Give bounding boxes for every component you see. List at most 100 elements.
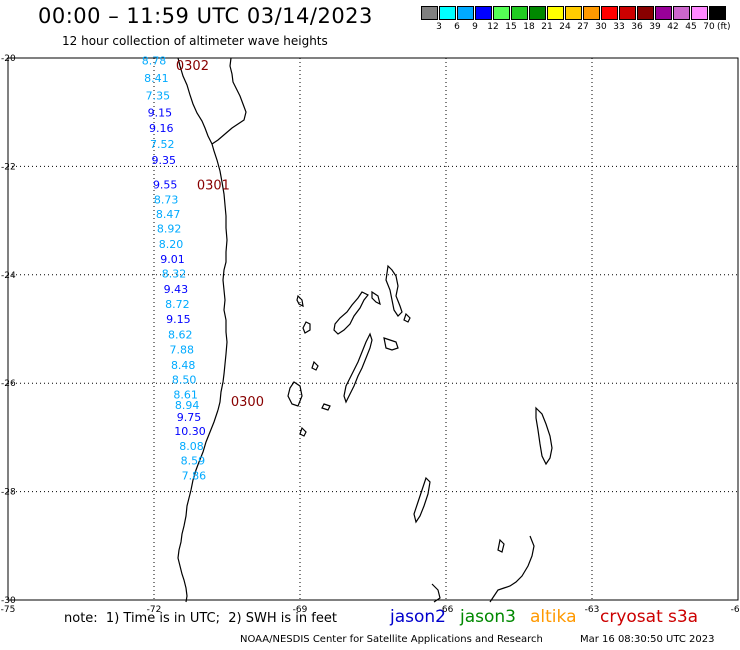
longitude-label: -75: [1, 605, 16, 615]
wave-height-value: 7.35: [146, 89, 171, 102]
wave-height-value: 9.16: [149, 122, 174, 135]
coastline: [177, 57, 553, 603]
wave-height-value: 8.72: [165, 298, 190, 311]
legend-swatch: [655, 6, 672, 20]
legend-label: 30: [595, 22, 607, 32]
salar-14: [413, 476, 431, 524]
legend-swatch: [673, 6, 690, 20]
legend-swatch: [637, 6, 654, 20]
legend-swatch: [709, 6, 726, 20]
wave-height-value: 9.01: [160, 253, 185, 266]
legend-label: 70: [703, 22, 715, 32]
wave-height-value: 9.75: [177, 411, 202, 424]
wave-height-value: 8.48: [171, 359, 196, 372]
legend-label: 9: [472, 22, 478, 32]
legend-swatch: [583, 6, 600, 20]
legend-swatch: [565, 6, 582, 20]
map-title: 00:00 – 11:59 UTC 03/14/2023: [38, 4, 373, 28]
satellite-name: s3a: [668, 607, 699, 627]
map-frame: [7, 57, 739, 601]
legend-label: 36: [631, 22, 643, 32]
longitude-label: -66: [439, 605, 454, 615]
pass-time-label: 0302: [176, 59, 209, 74]
wave-height-value: 8.32: [162, 268, 187, 281]
legend-swatch: [547, 6, 564, 20]
latitude-label: -30: [1, 596, 16, 606]
salar-4: [371, 290, 381, 306]
satellite-name: altika: [530, 607, 577, 627]
salar-1: [296, 294, 304, 308]
wave-height-value: 8.73: [154, 193, 179, 206]
wave-height-value: 7.86: [182, 469, 207, 482]
legend-swatch: [619, 6, 636, 20]
satellite-name: cryosat: [600, 607, 663, 627]
legend-swatch: [601, 6, 618, 20]
generated-timestamp: Mar 16 08:30:50 UTC 2023: [580, 634, 715, 645]
salar-7: [383, 337, 399, 351]
chile-coastline-south: [177, 409, 219, 603]
chile-inland-coast-upper: [211, 57, 247, 145]
longitude-label: -63: [585, 605, 600, 615]
wave-height-value: 9.15: [148, 107, 173, 120]
wave-height-observations: 8.78 8.41 7.35 9.15 9.16 7.52 9.35 9.55 8.73 8.47…: [142, 55, 206, 483]
wave-height-value: 7.88: [169, 344, 194, 357]
wave-height-value: 8.20: [159, 238, 184, 251]
legend-swatch: [457, 6, 474, 20]
salar-6: [343, 332, 373, 404]
wave-height-value: 8.50: [172, 373, 197, 386]
salar-8: [403, 312, 411, 323]
pass-time-label: 0300: [231, 395, 264, 410]
legend-swatch: [421, 6, 438, 20]
wave-height-value: 8.59: [181, 455, 206, 468]
credit-line: NOAA/NESDIS Center for Satellite Applica…: [240, 634, 543, 645]
legend-swatch: [691, 6, 708, 20]
longitude-label: -72: [147, 605, 162, 615]
wave-height-value: 9.15: [166, 313, 191, 326]
axis-labels: -20 -22 -24 -26 -28 -30-75 -72 -69 -66 -63 -60: [1, 54, 740, 615]
legend-label: 39: [649, 22, 661, 32]
salar-9: [311, 360, 319, 371]
latitude-label: -22: [1, 162, 16, 172]
latitude-label: -20: [1, 54, 16, 64]
salar-13: [535, 406, 553, 466]
legend-label: 3: [436, 22, 442, 32]
legend-label: 18: [523, 22, 535, 32]
wave-height-value: 8.08: [179, 440, 204, 453]
legend-label: 33: [613, 22, 625, 32]
wave-height-value: 8.47: [156, 208, 181, 221]
legend-label: 24: [559, 22, 571, 32]
legend-swatch: [493, 6, 510, 20]
legend-swatch: [475, 6, 492, 20]
legend-label: 6: [454, 22, 460, 32]
wave-height-value: 7.52: [150, 138, 175, 151]
legend-label: 15: [505, 22, 517, 32]
wave-height-value: 10.30: [174, 425, 206, 438]
latitude-label: -24: [1, 271, 16, 281]
salar-17: [431, 583, 441, 603]
salar-5: [385, 264, 403, 317]
map-subtitle: 12 hour collection of altimeter wave hei…: [62, 34, 328, 48]
legend-label: 45: [685, 22, 697, 32]
legend-swatch: [511, 6, 528, 20]
satellite-name: jason3: [460, 607, 516, 627]
salar-2: [302, 321, 311, 334]
pass-time-label: 0301: [197, 178, 230, 193]
salar-16: [489, 535, 535, 603]
salar-11: [321, 403, 331, 411]
salar-3: [333, 291, 369, 335]
wave-height-value: 8.41: [144, 72, 169, 85]
wave-height-value: 9.55: [153, 178, 178, 191]
legend-label: 27: [577, 22, 589, 32]
wave-height-value: 8.92: [157, 223, 182, 236]
wave-height-value: 8.62: [168, 328, 193, 341]
salar-12: [299, 426, 307, 437]
wave-height-value: 8.61: [173, 389, 198, 402]
salar-15: [497, 538, 505, 553]
wave-height-value: 8.94: [175, 399, 200, 412]
lat-lon-grid: [7, 57, 739, 601]
footer-note: note: 1) Time is in UTC; 2) SWH is in fe…: [64, 611, 337, 626]
latitude-label: -26: [1, 379, 16, 389]
wave-height-value: 9.35: [151, 154, 176, 167]
longitude-label: -60: [731, 605, 740, 615]
